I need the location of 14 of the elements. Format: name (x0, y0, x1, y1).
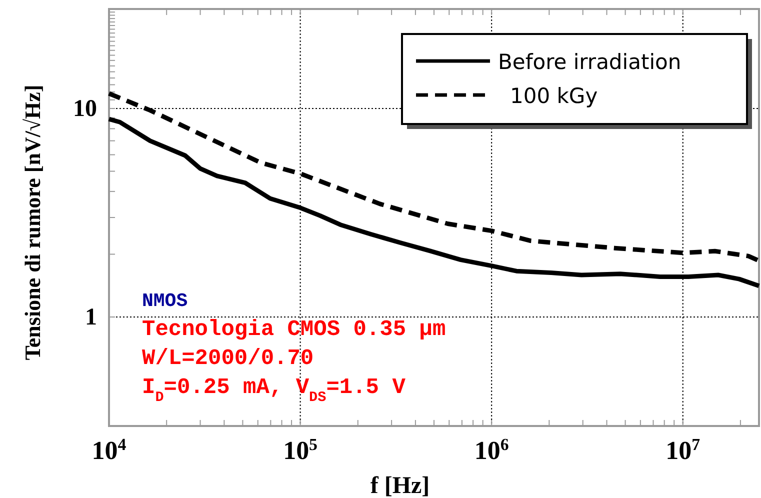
annotation: NMOS (142, 290, 188, 312)
x-tick-label: 10$^{7}$ (666, 434, 701, 465)
x-tick-label: 10$^{4}$ (92, 434, 127, 465)
y-tick-label: 10 (73, 96, 97, 122)
x-axis-title: f [Hz] (370, 473, 430, 498)
legend-label: Before irradiation (498, 50, 682, 74)
annotation: I$_{D}$=0.25 mA, V$_{DS}$=1.5 V (142, 375, 406, 406)
y-axis-title: Tensione di rumore [nV/√Hz] (20, 84, 45, 360)
annotation: W/L=2000/0.70 (142, 346, 314, 371)
y-tick-label: 1 (85, 304, 97, 331)
x-tick-label: 10$^{6}$ (474, 434, 509, 465)
annotation: Tecnologia CMOS 0.35 µm (142, 317, 446, 342)
x-tick-label: 10$^{5}$ (283, 434, 318, 465)
legend-label: 100 kGy (510, 84, 598, 108)
